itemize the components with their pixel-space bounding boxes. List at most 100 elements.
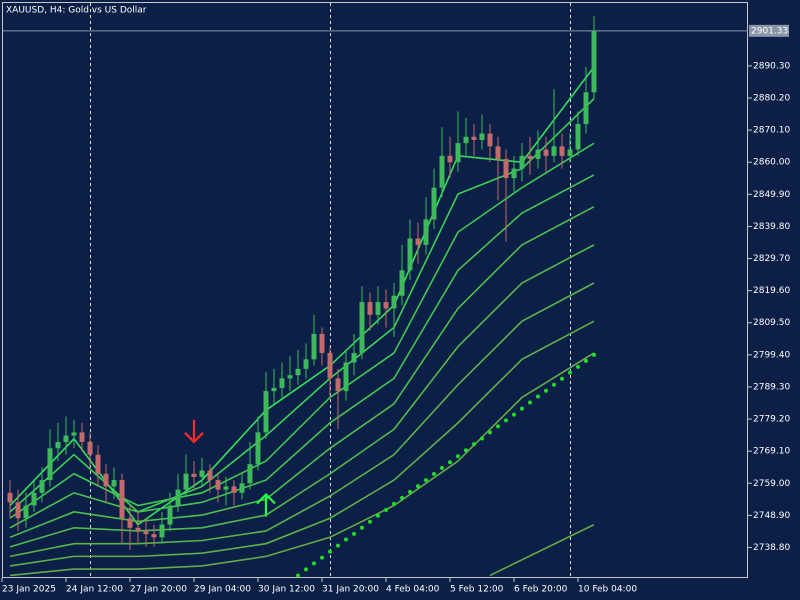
candle-body — [375, 302, 381, 315]
candle-body — [279, 378, 285, 388]
candle-body — [79, 432, 85, 442]
candle-body — [271, 387, 277, 392]
dot — [536, 394, 540, 399]
dot — [512, 412, 516, 417]
candle-body — [383, 302, 389, 309]
candle-body — [231, 486, 237, 493]
dot — [448, 460, 452, 465]
y-tick-label: 2779.20 — [753, 415, 790, 425]
y-tick-label: 2769.10 — [753, 447, 790, 457]
candle-body — [311, 333, 317, 360]
signal-arrow — [184, 419, 204, 444]
candle-body — [583, 92, 589, 125]
dot — [472, 442, 476, 447]
y-tick-label: 2748.90 — [753, 511, 790, 521]
dot — [528, 400, 532, 405]
dot — [504, 418, 508, 423]
price-tag — [749, 24, 789, 37]
candle-body — [143, 530, 149, 535]
dot — [320, 555, 324, 560]
dot — [368, 519, 372, 524]
candle-body — [215, 480, 221, 490]
y-tick-label: 2738.80 — [753, 543, 790, 553]
dot — [400, 495, 404, 500]
candle-body — [431, 187, 437, 220]
candle-body — [247, 464, 253, 484]
candle-body — [95, 454, 101, 474]
y-tick-label: 2799.40 — [753, 350, 790, 360]
candle-body — [135, 527, 141, 531]
dot — [560, 376, 564, 381]
candle-body — [415, 238, 421, 245]
candle-body — [471, 136, 477, 140]
candle-body — [551, 146, 557, 156]
candle-body — [263, 391, 269, 433]
y-tick-label: 2860.00 — [753, 158, 790, 168]
dot — [584, 358, 588, 363]
dot — [376, 513, 380, 518]
candle-body — [103, 473, 109, 487]
dot — [488, 430, 492, 435]
ribbon-line — [9, 352, 595, 577]
candle-body — [439, 155, 445, 188]
ribbon-line — [9, 206, 595, 539]
candle-body — [335, 378, 341, 392]
dot — [416, 484, 420, 489]
candle-body — [399, 270, 405, 296]
price-tag-label: 2901.33 — [751, 26, 788, 36]
x-tick-label: 6 Feb 20:00 — [514, 585, 568, 595]
candle-body — [167, 505, 173, 525]
candle-body — [391, 295, 397, 309]
candle-body — [111, 480, 117, 487]
y-tick-label: 2849.90 — [753, 190, 790, 200]
signal-arrow — [256, 492, 276, 517]
candle-body — [519, 155, 525, 169]
x-tick-label: 23 Jan 2025 — [2, 585, 56, 595]
dot — [384, 507, 388, 512]
y-tick-label: 2839.80 — [753, 222, 790, 232]
candle-body — [407, 238, 413, 271]
candle-body — [575, 124, 581, 150]
candle-body — [567, 149, 573, 156]
dot — [592, 352, 596, 357]
ribbon-line — [9, 174, 595, 529]
candle-body — [527, 155, 533, 160]
x-tick-label: 4 Feb 04:00 — [386, 585, 440, 595]
candle-body — [191, 473, 197, 477]
candle-body — [71, 432, 77, 436]
candle-body — [87, 441, 93, 455]
candle-body — [47, 448, 53, 481]
dot — [424, 478, 428, 483]
candle-body — [127, 518, 133, 528]
candle-body — [159, 524, 165, 538]
candle-body — [15, 502, 21, 519]
y-tick-label: 2809.50 — [753, 318, 790, 328]
dot — [496, 424, 500, 429]
candle-body — [343, 362, 349, 392]
dot — [312, 561, 316, 566]
candle-body — [511, 168, 517, 179]
candle-body — [295, 368, 301, 376]
ribbon-line — [9, 244, 595, 548]
candle-body — [423, 219, 429, 245]
candle-body — [447, 155, 453, 163]
candle-body — [303, 359, 309, 369]
chart-title: XAUUSD, H4: Gold vs US Dollar — [6, 6, 147, 16]
candle-body — [63, 435, 69, 442]
x-tick-label: 5 Feb 12:00 — [450, 585, 504, 595]
x-tick-label: 24 Jan 12:00 — [66, 585, 123, 595]
candle-body — [559, 146, 565, 156]
candle-body — [119, 480, 125, 519]
y-tick-label: 2829.70 — [753, 254, 790, 264]
dot — [432, 472, 436, 477]
ribbon-line — [9, 282, 595, 558]
dot — [568, 370, 572, 375]
y-tick-label: 2890.30 — [753, 61, 790, 71]
dot — [344, 537, 348, 542]
candle-body — [23, 505, 29, 519]
dot — [392, 501, 396, 506]
dot — [440, 466, 444, 471]
y-tick-label: 2819.60 — [753, 286, 790, 296]
plot — [3, 15, 748, 578]
